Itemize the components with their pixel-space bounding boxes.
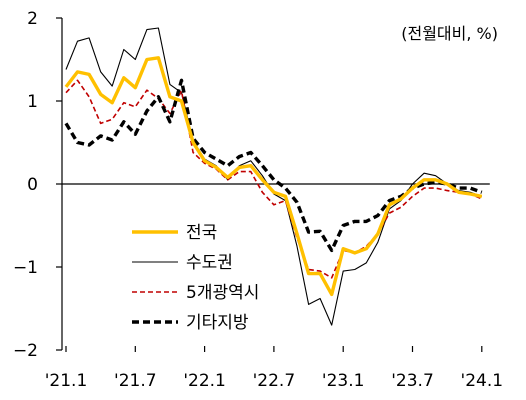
- unit-label: (전월대비, %): [401, 24, 498, 43]
- y-tick-label: −2: [13, 341, 38, 361]
- series-line-1: [64, 56, 483, 297]
- chart-tick-labels: 2 1 0 −1 −2 '21.1 '21.7 '22.1 '22.7 '23.1 '23.7 '24…: [13, 9, 503, 391]
- y-tick-label: −1: [13, 258, 38, 278]
- x-tick-label: '21.7: [114, 371, 157, 391]
- chart-lines: [64, 27, 483, 326]
- x-tick-label: '21.1: [45, 371, 88, 391]
- x-tick-label: '22.7: [253, 371, 296, 391]
- legend-label-1: 전국: [186, 223, 217, 243]
- y-tick-label: 2: [27, 9, 38, 29]
- series-line-4: [64, 78, 483, 253]
- legend-label-4: 기타지방: [186, 313, 249, 333]
- legend-label-2: 수도권: [186, 253, 233, 273]
- y-tick-label: 1: [27, 92, 38, 112]
- y-tick-label: 0: [27, 175, 38, 195]
- series-line-3: [65, 79, 483, 279]
- x-tick-label: '22.1: [183, 371, 226, 391]
- series-line-2: [65, 27, 482, 326]
- x-tick-label: '24.1: [461, 371, 504, 391]
- x-tick-label: '23.7: [391, 371, 434, 391]
- x-tick-label: '23.1: [322, 371, 365, 391]
- legend-label-3: 5개광역시: [186, 283, 259, 303]
- chart-axes: [56, 17, 490, 352]
